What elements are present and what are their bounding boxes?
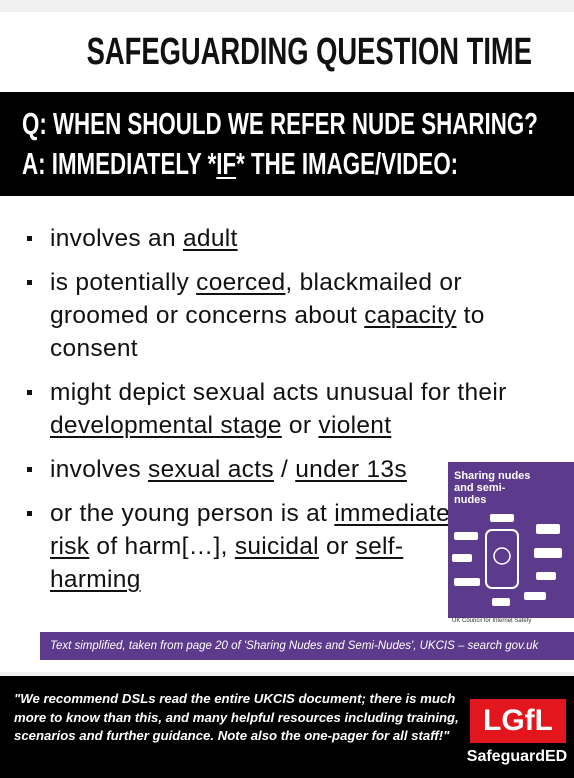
booklet-cover: Sharing nudes and semi-nudes UK Council … <box>448 462 574 632</box>
answer-segment: A: IMMEDIATELY * <box>22 146 216 181</box>
booklet-publisher: UK Council for Internet Safety <box>448 618 574 632</box>
caption: Text simplified, taken from page 20 of '… <box>40 632 574 660</box>
booklet-title: Sharing nudes and semi-nudes <box>454 470 534 506</box>
bullet-segment: capacity <box>364 302 456 329</box>
title: SAFEGUARDING QUESTION TIME <box>87 12 532 92</box>
bullet: involves an adult <box>20 222 550 255</box>
question: Q: WHEN SHOULD WE REFER NUDE SHARING? <box>22 106 538 142</box>
bullet: is potentially coerced, blackmailed or g… <box>20 266 550 365</box>
bullet-segment: suicidal <box>235 533 319 560</box>
bullet-segment: sexual acts <box>148 456 274 483</box>
bullet-segment: of harm[…], <box>89 533 235 560</box>
bullet-segment: or <box>319 533 356 560</box>
quote: "We recommend DSLs read the entire UKCIS… <box>14 690 459 746</box>
bullet-segment: developmental stage <box>50 412 282 439</box>
bullet: might depict sexual acts unusual for the… <box>20 376 550 442</box>
brand: SafeguardED <box>462 748 572 766</box>
title-bar: SAFEGUARDING QUESTION TIME <box>0 12 574 92</box>
logo: LGfL <box>470 699 566 743</box>
bullet-segment: under 13s <box>295 456 407 483</box>
bullet-segment: might depict sexual acts unusual for the… <box>50 379 507 406</box>
bullet-segment: is potentially <box>50 269 196 296</box>
bullet-segment: adult <box>183 225 238 252</box>
answer-segment: * THE IMAGE/VIDEO: <box>236 146 458 181</box>
bullet-segment: involves <box>50 456 148 483</box>
bullet: or the young person is at immediate risk… <box>20 497 450 596</box>
answer-segment: IF <box>216 146 236 181</box>
question-band: Q: WHEN SHOULD WE REFER NUDE SHARING? A:… <box>0 92 574 196</box>
bullet-segment: or <box>282 412 319 439</box>
booklet-art <box>448 510 574 620</box>
answer: A: IMMEDIATELY *IF* THE IMAGE/VIDEO: <box>22 146 458 182</box>
bullet-segment: involves an <box>50 225 183 252</box>
bullet-segment: or the young person is at <box>50 500 334 527</box>
bullet-segment: / <box>274 456 295 483</box>
bullet-segment: violent <box>318 412 391 439</box>
page: SAFEGUARDING QUESTION TIME Q: WHEN SHOUL… <box>0 0 574 778</box>
bullet-segment: coerced <box>196 269 285 296</box>
